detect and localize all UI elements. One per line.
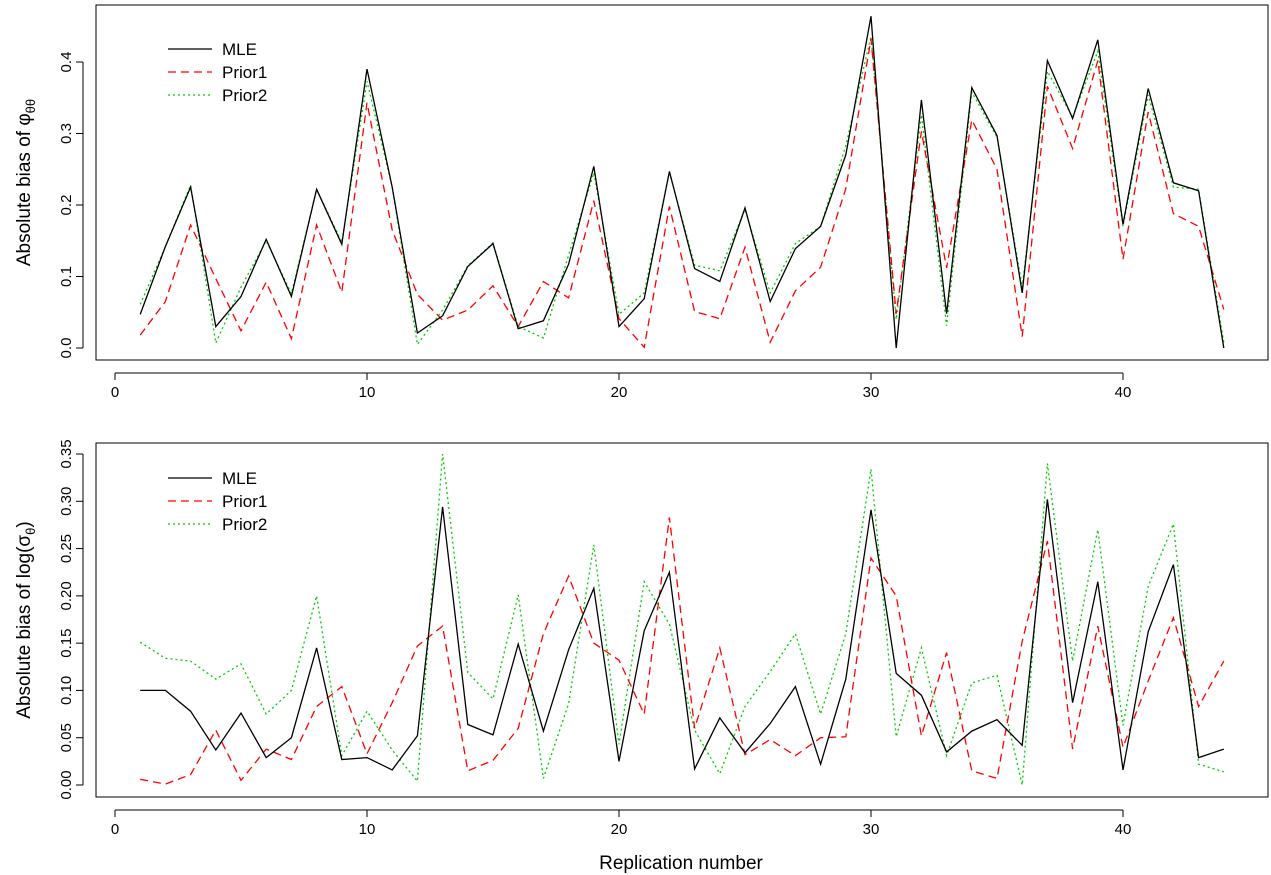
x-tick-label: 0 <box>111 384 119 401</box>
plot-frame <box>95 442 1269 798</box>
series-line-prior2 <box>139 453 1224 786</box>
legend-label-mle: MLE <box>222 40 257 59</box>
y-axis-title-symbol: σ <box>14 535 35 547</box>
legend-label-prior1: Prior1 <box>222 63 267 82</box>
y-tick-label: 0.2 <box>58 195 75 216</box>
y-tick-label: 0.00 <box>58 770 75 799</box>
y-axis-title-subscript: θθ <box>23 99 38 113</box>
panel-phi-bias: 0 10 20 30 40 0.0 0.1 0.2 0.3 0.4 Absolute bias of… <box>14 4 1269 401</box>
y-tick-label: 0.0 <box>58 338 75 359</box>
y-axis-title-symbol: φ <box>14 113 35 125</box>
x-axis: 0 10 20 30 40 <box>111 809 1132 838</box>
y-tick-label: 0.15 <box>58 629 75 658</box>
series-line-mle <box>140 499 1225 772</box>
legend-label-prior1: Prior1 <box>222 492 267 511</box>
legend-label-mle: MLE <box>222 469 257 488</box>
y-axis-title: Absolute bias of φθθ <box>14 99 38 266</box>
x-tick-label: 0 <box>111 821 119 838</box>
x-axis: 0 10 20 30 40 <box>111 372 1132 401</box>
x-tick-label: 20 <box>611 384 628 401</box>
series-line-prior1 <box>140 517 1225 785</box>
x-tick-label: 40 <box>1115 384 1132 401</box>
y-tick-label: 0.20 <box>58 581 75 610</box>
y-tick-label: 0.3 <box>58 123 75 144</box>
x-tick-label: 30 <box>863 384 880 401</box>
y-tick-label: 0.35 <box>58 439 75 468</box>
y-axis-title-subscript: θ <box>23 528 38 535</box>
x-tick-label: 10 <box>359 384 376 401</box>
y-tick-label: 0.10 <box>58 676 75 705</box>
y-axis-title-prefix: Absolute bias of <box>14 126 35 266</box>
y-axis-title: Absolute bias of log(σθ) <box>14 521 38 718</box>
y-axis: 0.0 0.1 0.2 0.3 0.4 <box>58 52 84 359</box>
series-line-prior1 <box>139 38 1225 349</box>
y-tick-label: 0.30 <box>58 487 75 516</box>
y-tick-label: 0.25 <box>58 534 75 563</box>
x-tick-label: 30 <box>863 821 880 838</box>
x-axis-title: Replication number <box>599 853 763 874</box>
y-tick-label: 0.4 <box>58 52 75 73</box>
series-line-mle <box>139 16 1225 349</box>
legend-label-prior2: Prior2 <box>222 86 267 105</box>
y-axis-title-suffix: ) <box>14 521 35 527</box>
y-tick-label: 0.1 <box>58 266 75 287</box>
plot-frame <box>95 4 1269 361</box>
legend: MLE Prior1 Prior2 <box>168 469 267 534</box>
y-tick-label: 0.05 <box>58 723 75 752</box>
legend-label-prior2: Prior2 <box>222 515 267 534</box>
series-line-prior2 <box>139 36 1225 347</box>
x-tick-label: 20 <box>611 821 628 838</box>
y-axis-title-prefix: Absolute bias of log( <box>14 546 35 719</box>
panel-log-sigma-bias: 0 10 20 30 40 0.00 0.05 0.10 0.15 0.20 0.25 0.30 0.3… <box>14 439 1269 838</box>
legend: MLE Prior1 Prior2 <box>168 40 267 105</box>
x-tick-label: 10 <box>359 821 376 838</box>
y-axis: 0.00 0.05 0.10 0.15 0.20 0.25 0.30 0.35 <box>58 439 84 800</box>
x-tick-label: 40 <box>1115 821 1132 838</box>
